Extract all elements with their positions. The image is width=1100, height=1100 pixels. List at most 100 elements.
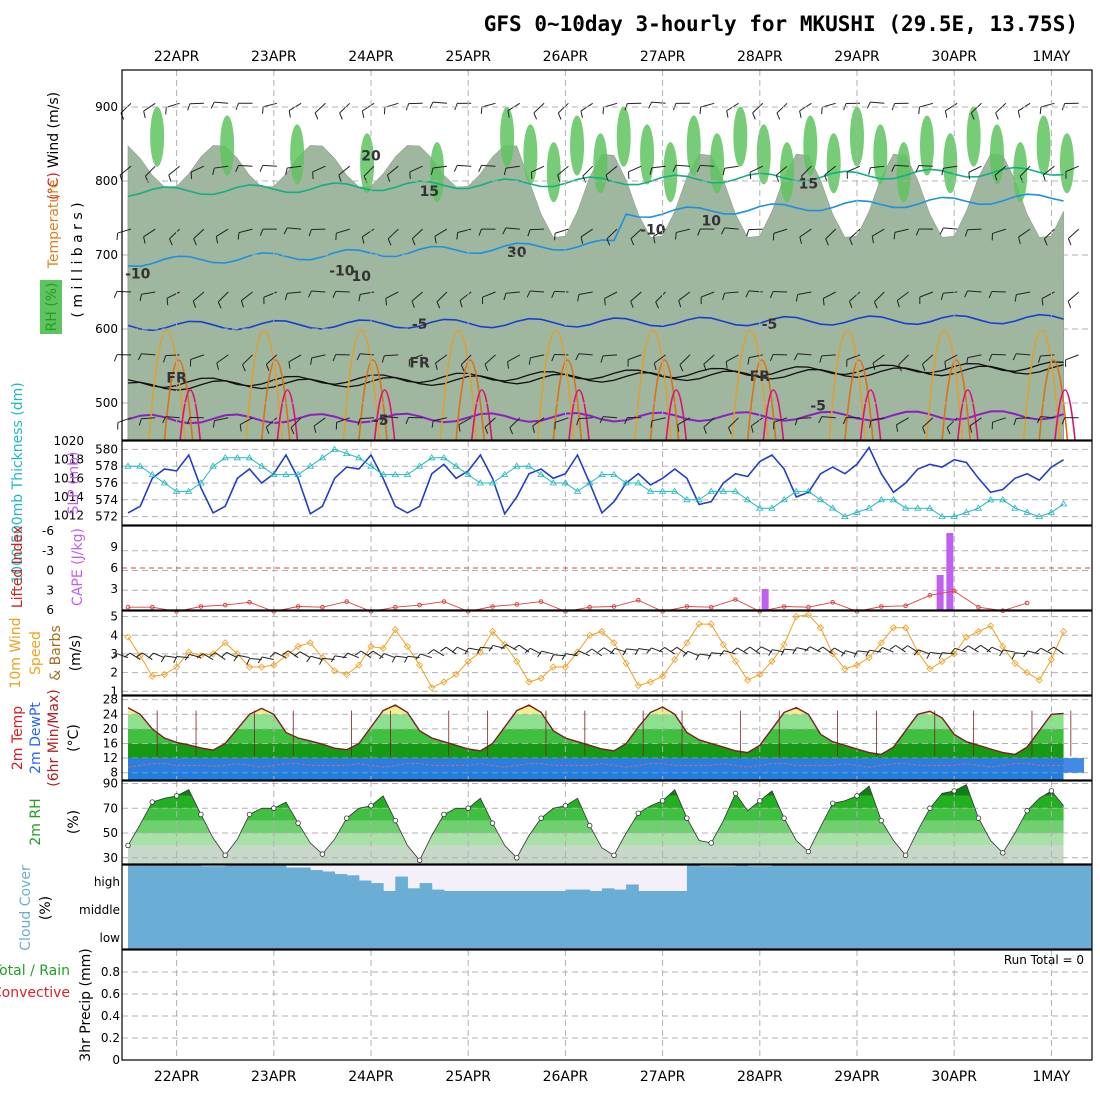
barb-shaft — [242, 354, 253, 366]
barb-flag — [848, 301, 853, 308]
thickness-marker — [610, 470, 618, 477]
date-label: 27APR — [640, 49, 686, 65]
wind-speed-marker — [695, 620, 703, 628]
wind-barb — [703, 354, 715, 371]
wind-barb — [480, 102, 496, 114]
high-cloud-fill — [614, 889, 627, 891]
barb-shaft — [363, 165, 375, 177]
panel-frame — [121, 440, 1093, 526]
thickness-marker — [598, 470, 606, 477]
barb-shaft — [578, 353, 593, 356]
wind-barb — [743, 646, 761, 655]
high-cloud-fill — [176, 865, 190, 891]
barb-flag — [240, 300, 244, 308]
temperature-contour — [127, 193, 1064, 268]
barb-shaft — [336, 228, 350, 234]
barb-shaft — [287, 165, 302, 169]
warm-contour — [552, 359, 583, 441]
high-cloud-fill — [419, 883, 433, 891]
barb-shaft — [533, 102, 545, 114]
wind-barb — [822, 291, 836, 306]
thickness-marker — [695, 496, 703, 503]
barb-flag — [634, 648, 639, 656]
barb-shaft — [968, 645, 979, 653]
wind-speed-marker — [744, 676, 752, 684]
barb-flag — [775, 174, 780, 182]
wind-barb — [1047, 646, 1064, 655]
barb-flag — [242, 364, 246, 372]
barb-shaft — [797, 417, 812, 420]
temp-tick-label: 28 — [103, 693, 118, 707]
wind-barb — [697, 228, 715, 236]
barb-flag — [1013, 418, 1017, 426]
barb-flag — [551, 291, 555, 299]
li-marker — [1024, 600, 1030, 606]
high-cloud-fill — [431, 889, 445, 891]
wind-barb — [409, 165, 423, 179]
barb-shaft — [897, 291, 909, 301]
barb-flag — [821, 107, 823, 115]
wind-barb — [288, 102, 302, 118]
wind-barb — [1067, 228, 1080, 246]
barb-flag — [824, 174, 828, 182]
high-cloud-fill — [577, 889, 591, 891]
wind-speed-marker — [148, 672, 156, 680]
barb-shaft — [557, 165, 569, 176]
barb-shaft — [299, 651, 311, 659]
barb-shaft — [968, 165, 982, 173]
wind-barb — [380, 416, 399, 424]
barb-shaft — [699, 653, 712, 657]
precip-tick-label: 0.2 — [101, 1031, 120, 1045]
temperature-contour — [127, 313, 1064, 332]
barb-shaft — [846, 165, 861, 173]
barb-flag — [974, 644, 982, 650]
barb-shaft — [874, 291, 885, 303]
barb-shaft — [943, 291, 958, 294]
wind-barb — [580, 228, 593, 244]
thickness-marker — [877, 496, 886, 503]
barb-shaft — [603, 416, 618, 419]
wind-barb — [722, 165, 739, 176]
wind-barb — [825, 228, 837, 246]
thickness-tick-label: 578 — [95, 459, 118, 473]
wind-barb — [725, 354, 739, 369]
barb-shaft — [484, 354, 496, 365]
barb-flag — [436, 301, 441, 309]
wind-barb — [794, 417, 812, 426]
barb-flag — [726, 110, 729, 118]
barb-shaft — [287, 227, 302, 230]
barb-shaft — [944, 354, 958, 362]
wind-barb — [988, 291, 1006, 299]
thickness-marker — [707, 487, 715, 494]
barb-flag — [233, 654, 239, 662]
barb-shaft — [530, 354, 545, 359]
barb-shaft — [226, 651, 238, 659]
wind-barb — [677, 417, 691, 432]
li-marker — [222, 602, 228, 608]
barb-flag — [503, 293, 507, 301]
wind-barb — [285, 165, 302, 175]
barb-flag — [429, 101, 434, 109]
high-cloud-gap — [650, 865, 664, 891]
barb-flag — [143, 236, 146, 244]
barb-shaft — [334, 655, 347, 659]
barb-flag — [1011, 652, 1016, 660]
barb-flag — [215, 236, 219, 244]
barb-shaft — [145, 165, 156, 177]
wind-barb — [168, 165, 180, 182]
wind-speed-marker — [464, 657, 472, 665]
barb-flag — [526, 290, 531, 298]
wind-speed-marker — [160, 670, 169, 679]
thickness-marker — [221, 454, 229, 461]
wind-barb — [926, 651, 943, 659]
wind-speed-marker — [792, 613, 800, 621]
rh-marker — [1024, 808, 1030, 814]
barb-shaft — [700, 291, 715, 298]
barb-flag — [999, 649, 1004, 657]
contour-label: -10 — [125, 267, 151, 283]
thickness-marker — [683, 496, 691, 503]
wind-barb — [1014, 291, 1031, 302]
thickness-marker — [634, 479, 643, 486]
barb-flag — [769, 291, 774, 299]
